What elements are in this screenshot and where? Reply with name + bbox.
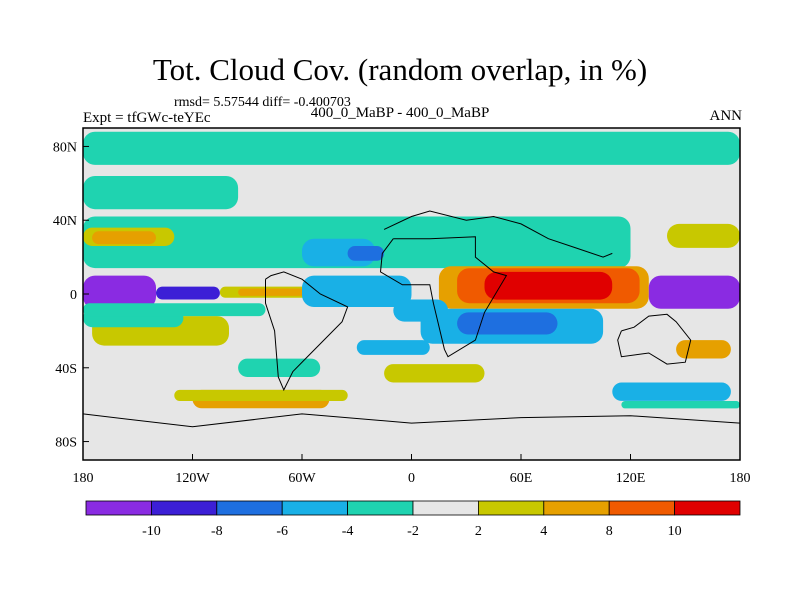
colorbar-label: -8 [211, 524, 223, 539]
colorbar-label: -4 [342, 524, 354, 539]
colorbar-label: 8 [606, 524, 613, 539]
colorbar-label: -6 [276, 524, 288, 539]
anomaly-region-25 [621, 401, 740, 409]
stats-text: rmsd= 5.57544 diff= -0.400703 [174, 95, 351, 110]
anomaly-region-6 [92, 231, 156, 245]
colorbar-label: -2 [407, 524, 419, 539]
anomaly-region-12 [302, 275, 412, 307]
season-label: ANN [709, 108, 743, 124]
y-tick-label: 40S [55, 362, 77, 377]
anomaly-region-16 [648, 275, 740, 309]
anomaly-region-27 [238, 358, 321, 377]
coastline-2 [617, 313, 692, 365]
anomaly-region-29 [612, 382, 731, 401]
coastline-4 [383, 210, 613, 258]
colorbar-swatch [347, 500, 414, 516]
colorbar-swatch [216, 500, 283, 516]
coastline-3 [83, 413, 740, 428]
anomaly-region-9 [156, 286, 220, 300]
anomaly-region-24 [174, 389, 348, 401]
colorbar-label: 10 [668, 524, 682, 539]
anomaly-region-22 [384, 364, 485, 383]
anomaly-region-7 [667, 223, 740, 248]
anomaly-region-0 [83, 131, 740, 165]
x-tick-label: 180 [730, 471, 751, 486]
y-tick-label: 80N [53, 140, 77, 155]
x-tick-label: 0 [408, 471, 415, 486]
anomaly-region-30 [83, 303, 266, 317]
anomaly-region-21 [393, 299, 449, 322]
colorbar-swatch [674, 500, 741, 516]
colorbar-swatch [150, 500, 218, 516]
colorbar-label: -10 [142, 524, 161, 539]
colorbar-swatch [477, 500, 545, 516]
comparison-label: 400_0_MaBP - 400_0_MaBP [310, 105, 490, 121]
colorbar-swatch [412, 500, 479, 516]
anomaly-region-15 [484, 271, 613, 300]
anomaly-region-8 [83, 275, 156, 309]
coastline-1 [265, 271, 349, 392]
chart-title: Tot. Cloud Cov. (random overlap, in %) [152, 52, 648, 87]
x-tick-label: 180 [73, 471, 94, 486]
colorbar-swatch [608, 500, 676, 516]
anomaly-region-20 [457, 312, 558, 335]
anomaly-region-4 [347, 246, 385, 261]
y-tick-label: 40N [53, 214, 77, 229]
colorbar-swatch [543, 500, 610, 516]
x-tick-label: 60W [288, 471, 316, 486]
anomaly-field [83, 131, 740, 409]
colorbar-label: 4 [540, 524, 547, 539]
x-axis-ticks: 180 120W 60W 0 60E 120E 180 [73, 454, 751, 486]
x-tick-label: 60E [510, 471, 533, 486]
anomaly-region-28 [676, 340, 731, 359]
anomaly-region-26 [356, 340, 430, 355]
y-tick-label: 0 [70, 288, 77, 303]
y-axis-ticks: 80N 40N 0 40S 80S [53, 140, 89, 451]
colorbar-swatch [281, 500, 349, 516]
coastline-outlines [83, 210, 740, 428]
colorbar-swatch [85, 500, 152, 516]
x-tick-label: 120W [175, 471, 210, 486]
anomaly-region-11 [238, 288, 312, 296]
y-tick-label: 80S [55, 436, 77, 451]
anomaly-region-1 [83, 176, 239, 210]
colorbar-label: 2 [475, 524, 482, 539]
coastline-0 [379, 236, 508, 358]
x-tick-label: 120E [616, 471, 646, 486]
experiment-label: Expt = tfGWc-teYEc [83, 110, 211, 126]
colorbar: -10 -8 -6 -4 -2 2 4 8 10 [85, 500, 741, 539]
